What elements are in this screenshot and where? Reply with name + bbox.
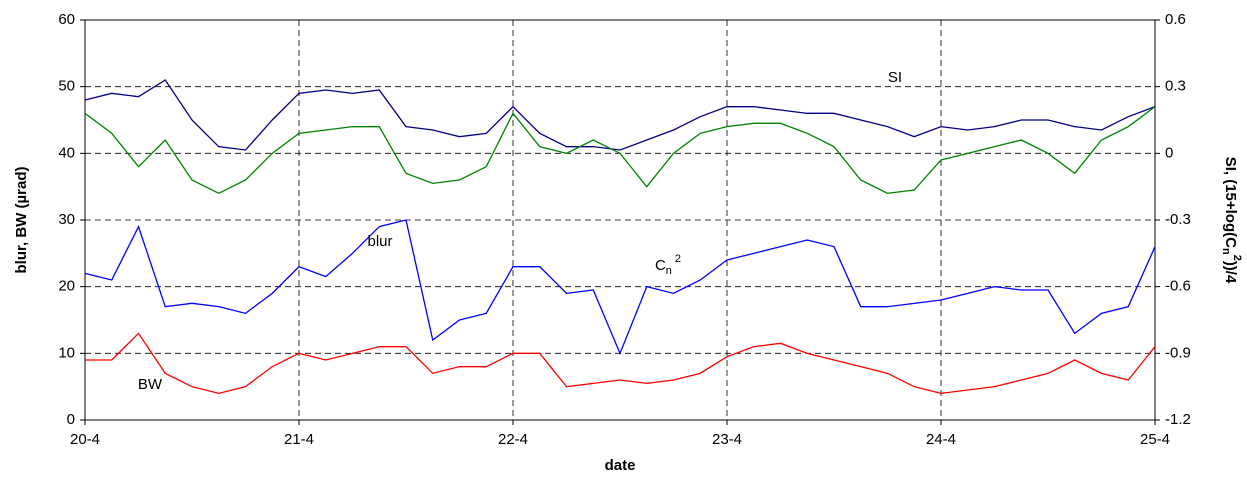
series-label: SI — [888, 69, 902, 86]
y2-tick-label: -1.2 — [1165, 411, 1191, 428]
series-label-name: SI — [888, 69, 902, 86]
series-label: Cn2 — [655, 253, 681, 277]
series-label-sup: 2 — [675, 253, 681, 265]
y-tick-label: 0 — [67, 411, 75, 428]
y-tick-label: 30 — [58, 211, 75, 228]
x-tick-label: 23-4 — [712, 431, 742, 448]
y2-tick-label: -0.6 — [1165, 278, 1191, 295]
series-label-name: BW — [138, 376, 163, 393]
x-tick-label: 20-4 — [70, 431, 100, 448]
y-tick-label: 50 — [58, 78, 75, 95]
y2-tick-label: -0.9 — [1165, 344, 1191, 361]
series-line — [84, 219, 1156, 356]
y-tick-label: 10 — [58, 344, 75, 361]
x-tick-label: 25-4 — [1140, 431, 1170, 448]
series-label-name: C — [655, 257, 666, 274]
y-tick-label: 60 — [58, 11, 75, 28]
y2-label-end: ))/4 — [1222, 261, 1239, 284]
y2-axis-label: SI, (15+log(Cn2))/4 — [1220, 157, 1243, 284]
y2-tick-label: 0 — [1165, 144, 1173, 161]
y-axis-label: blur, BW (µrad) — [13, 167, 30, 274]
y2-tick-label: 0.3 — [1165, 78, 1186, 95]
x-tick-label: 22-4 — [498, 431, 528, 448]
series-label: BW — [138, 376, 163, 393]
series-line — [84, 106, 1156, 195]
series-label-sub: n — [666, 265, 672, 277]
series-line — [84, 79, 1156, 151]
y2-tick-label: -0.3 — [1165, 211, 1191, 228]
x-axis-label: date — [605, 457, 636, 474]
x-tick-label: 21-4 — [284, 431, 314, 448]
series-label-name: blur — [367, 233, 392, 250]
y2-label-main: SI, (15+log(C — [1222, 157, 1239, 248]
series-label: blur — [367, 233, 392, 250]
series-line — [85, 332, 1156, 395]
y2-label-sub: n — [1220, 248, 1232, 255]
y2-label-sup: 2 — [1231, 255, 1243, 261]
x-tick-label: 24-4 — [926, 431, 956, 448]
y2-tick-label: 0.6 — [1165, 11, 1186, 28]
y-tick-label: 40 — [58, 144, 75, 161]
y-tick-label: 20 — [58, 278, 75, 295]
